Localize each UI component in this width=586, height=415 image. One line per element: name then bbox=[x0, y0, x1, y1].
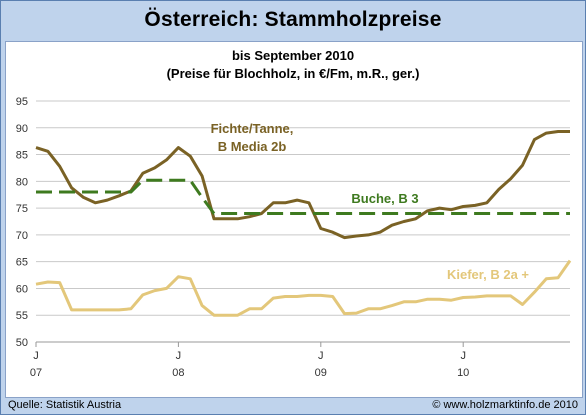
series-labels: Fichte/Tanne, B Media 2b Buche, B 3 Kiefer,… bbox=[211, 121, 530, 282]
y-tick-label: 80 bbox=[16, 176, 28, 188]
chart-title: bis September 2010 bbox=[232, 48, 354, 63]
y-tick-label: 60 bbox=[16, 283, 28, 295]
series-label-kiefer: Kiefer, B 2a + bbox=[447, 267, 529, 282]
y-tick-label: 90 bbox=[16, 123, 28, 135]
x-tick-year: 10 bbox=[457, 367, 469, 379]
grid bbox=[36, 100, 570, 343]
x-tick-year: 09 bbox=[315, 367, 327, 379]
y-tick-label: 75 bbox=[16, 203, 28, 215]
y-tick-label: 65 bbox=[16, 257, 28, 269]
y-tick-label: 95 bbox=[16, 96, 28, 108]
series-label-fichte: Fichte/Tanne, bbox=[211, 121, 294, 136]
x-tick-label: J bbox=[460, 350, 466, 362]
series-line-2 bbox=[36, 178, 570, 215]
x-tick-year: 08 bbox=[172, 367, 184, 379]
y-tick-label: 50 bbox=[16, 337, 28, 349]
series-label-buche: Buche, B 3 bbox=[351, 191, 418, 206]
x-tick-label: J bbox=[318, 350, 324, 362]
axes: 50 55 60 65 70 75 80 85 90 95 J 07 J 08 J 09 J 10 bbox=[16, 96, 570, 379]
chart-subtitle: (Preise für Blochholz, in €/Fm, m.R., ge… bbox=[167, 66, 420, 81]
x-tick-label: J bbox=[176, 350, 182, 362]
x-tick-label: J bbox=[33, 350, 39, 362]
series-group bbox=[35, 130, 572, 317]
series-label-fichte: B Media 2b bbox=[218, 139, 287, 154]
series-line-3 bbox=[35, 259, 572, 317]
y-tick-label: 70 bbox=[16, 230, 28, 242]
y-tick-label: 55 bbox=[16, 310, 28, 322]
series-line-1 bbox=[35, 130, 570, 240]
page-title: Österreich: Stammholzpreise bbox=[144, 8, 442, 31]
copyright-note: © www.holzmarktinfo.de 2010 bbox=[432, 399, 578, 411]
x-tick-year: 07 bbox=[30, 367, 42, 379]
y-tick-label: 85 bbox=[16, 150, 28, 162]
source-note: Quelle: Statistik Austria bbox=[8, 399, 122, 411]
